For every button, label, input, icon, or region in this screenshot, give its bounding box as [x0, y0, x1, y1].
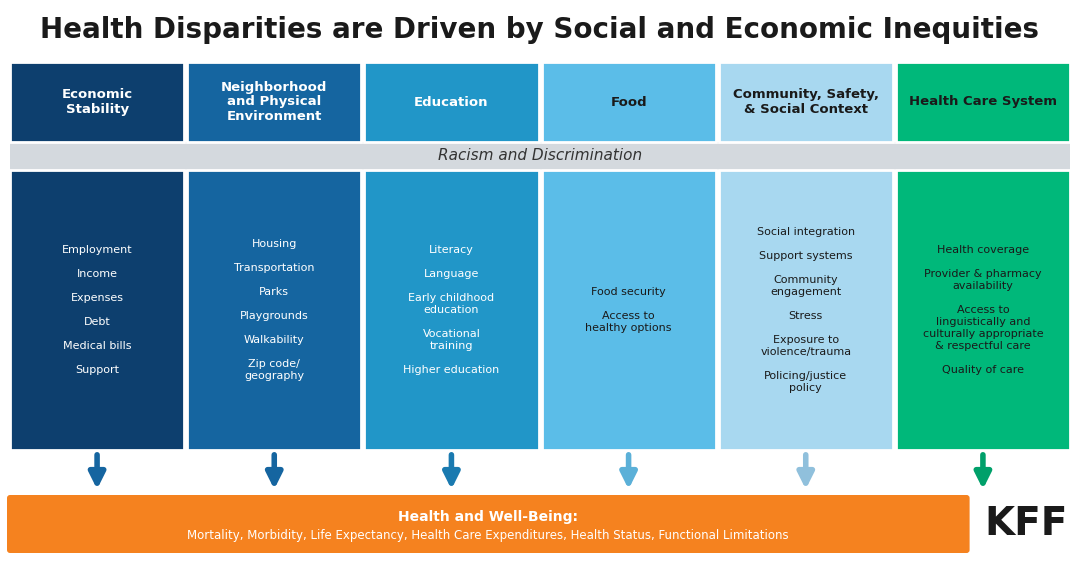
- Bar: [541, 170, 716, 450]
- Bar: [718, 170, 893, 450]
- FancyBboxPatch shape: [6, 495, 970, 553]
- Text: Social integration

Support systems

Community
engagement

Stress

Exposure to
v: Social integration Support systems Commu…: [757, 227, 854, 393]
- Bar: [10, 170, 185, 450]
- Bar: [364, 170, 539, 450]
- Text: Food: Food: [610, 95, 647, 108]
- Text: Economic
Stability: Economic Stability: [62, 88, 133, 116]
- Text: Health Care System: Health Care System: [909, 95, 1057, 108]
- Bar: [187, 62, 362, 142]
- Text: Health coverage

Provider & pharmacy
availability

Access to
linguistically and
: Health coverage Provider & pharmacy avai…: [922, 245, 1043, 375]
- Bar: [364, 62, 539, 142]
- Text: Health Disparities are Driven by Social and Economic Inequities: Health Disparities are Driven by Social …: [41, 16, 1039, 44]
- Text: KFF: KFF: [985, 505, 1068, 543]
- Bar: [718, 62, 893, 142]
- Text: Food security

Access to
healthy options: Food security Access to healthy options: [585, 287, 672, 333]
- Bar: [541, 62, 716, 142]
- Bar: [187, 170, 362, 450]
- Text: Health and Well-Being:: Health and Well-Being:: [399, 510, 578, 524]
- Text: Community, Safety,
& Social Context: Community, Safety, & Social Context: [732, 88, 879, 116]
- Bar: [10, 142, 1070, 170]
- Bar: [10, 62, 185, 142]
- Text: Housing

Transportation

Parks

Playgrounds

Walkability

Zip code/
geography: Housing Transportation Parks Playgrounds…: [234, 239, 314, 381]
- Bar: [895, 62, 1070, 142]
- Bar: [895, 170, 1070, 450]
- Text: Literacy

Language

Early childhood
education

Vocational
training

Higher educa: Literacy Language Early childhood educat…: [403, 245, 500, 375]
- Text: Neighborhood
and Physical
Environment: Neighborhood and Physical Environment: [221, 81, 327, 124]
- Text: Mortality, Morbidity, Life Expectancy, Health Care Expenditures, Health Status, : Mortality, Morbidity, Life Expectancy, H…: [188, 529, 789, 542]
- Text: Education: Education: [414, 95, 488, 108]
- Text: Employment

Income

Expenses

Debt

Medical bills

Support: Employment Income Expenses Debt Medical …: [62, 245, 133, 375]
- Text: Racism and Discrimination: Racism and Discrimination: [437, 148, 643, 164]
